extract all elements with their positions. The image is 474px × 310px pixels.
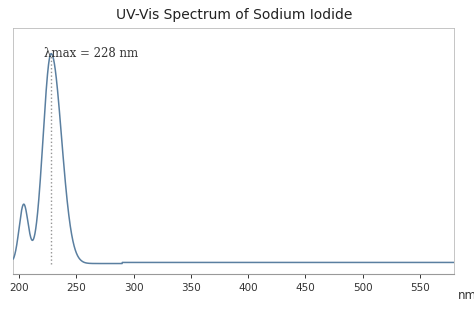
Title: UV-Vis Spectrum of Sodium Iodide: UV-Vis Spectrum of Sodium Iodide	[116, 8, 352, 22]
Text: λmax = 228 nm: λmax = 228 nm	[44, 47, 138, 60]
X-axis label: nm: nm	[458, 289, 474, 302]
